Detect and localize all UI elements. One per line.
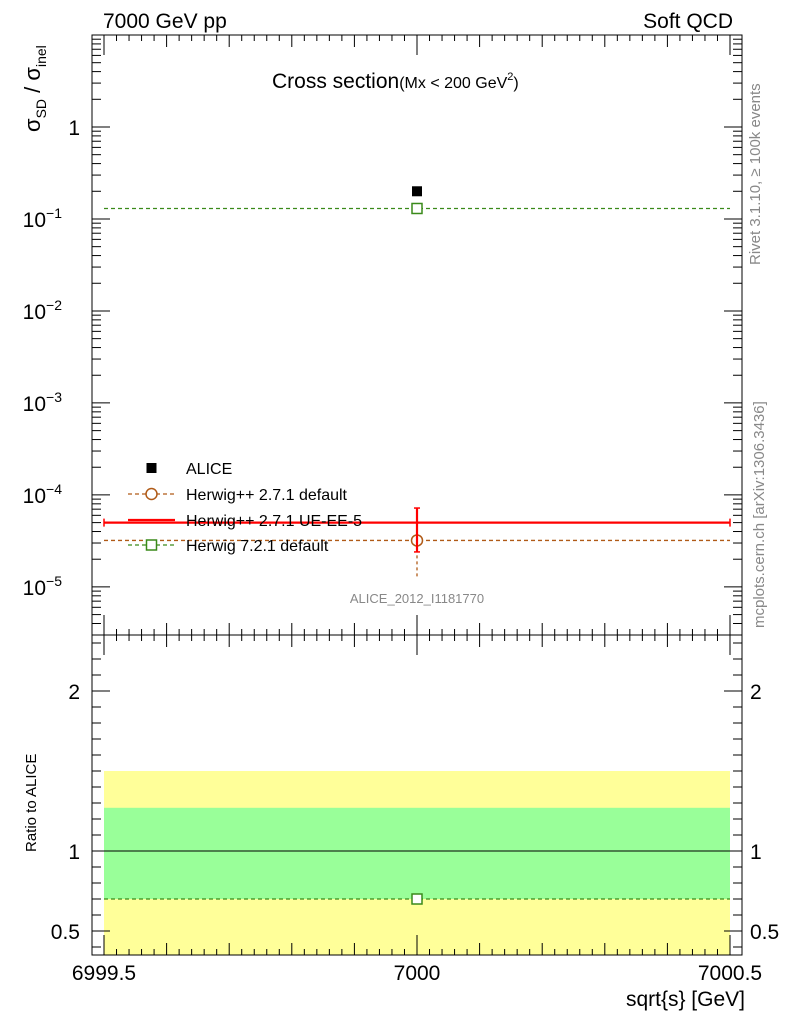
y-tick-label: 10−5 <box>23 573 63 600</box>
y-tick-label: 10−1 <box>23 205 63 232</box>
main-ylabel-mid: / σ <box>20 67 45 99</box>
legend: ALICE Herwig++ 2.7.1 default Herwig++ 2.7.… <box>128 461 362 555</box>
y-tick-label-base: 10 <box>23 209 46 232</box>
y-tick-label: 10−2 <box>23 297 63 324</box>
y-tick-label: 10−4 <box>23 481 63 508</box>
main-title-text: Cross section <box>272 70 399 93</box>
y-tick-label-exp: −2 <box>46 297 62 313</box>
herwig7-default-point <box>411 202 423 215</box>
y-tick-label-exp: −5 <box>46 573 62 589</box>
legend-label: Herwig 7.2.1 default <box>186 538 329 555</box>
main-ylabel-sigma: σ <box>20 118 45 132</box>
ratio-y-tick-label-right: 2 <box>750 681 762 704</box>
main-ylabel-sub1: SD <box>33 99 49 118</box>
main-title-sup: 2 <box>507 71 513 83</box>
alice-data-point <box>412 186 422 197</box>
y-tick-label-exp: −3 <box>46 389 62 405</box>
x-tick-label: 7000 <box>394 962 441 985</box>
y-tick-label: 1 <box>68 117 80 140</box>
ratio-bands <box>104 771 730 955</box>
ratio-y-tick-label-left: 0.5 <box>51 921 80 944</box>
legend-marker-herwigpp-default <box>145 487 158 501</box>
y-tick-label: 10−3 <box>23 389 63 416</box>
legend-label: ALICE <box>186 461 232 478</box>
main-title: Cross section(Mx < 200 GeV2) <box>272 70 519 93</box>
header-left: 7000 GeV pp <box>103 10 227 33</box>
legend-marker-herwig7-default <box>145 539 158 551</box>
mcplots-label: mcplots.cern.ch [arXiv:1306.3436] <box>751 401 768 628</box>
main-title-suffix: (Mx < 200 GeV <box>399 75 507 92</box>
ratio-band-stat <box>104 807 730 899</box>
y-tick-label-base: 10 <box>23 301 46 324</box>
ratio-y-tick-label-right: 0.5 <box>750 921 779 944</box>
main-panel-marks <box>103 186 731 577</box>
ratio-y-tick-label-right: 1 <box>750 841 762 864</box>
legend-label: Herwig++ 2.7.1 UE-EE-5 <box>186 513 362 530</box>
ratio-y-tick-label-left: 2 <box>68 681 80 704</box>
ratio-panel-marks <box>92 850 742 905</box>
x-tick-label: 7000.5 <box>698 962 762 985</box>
main-ylabel: σSD / σinel <box>20 45 49 132</box>
y-tick-label-exp: −1 <box>46 205 62 221</box>
ratio-ylabel: Ratio to ALICE <box>23 754 40 852</box>
y-tick-label-base: 10 <box>23 485 46 508</box>
x-tick-label: 6999.5 <box>72 962 136 985</box>
ratio-y-tick-label-left: 1 <box>68 841 80 864</box>
ratio-herwig7-point <box>411 893 423 905</box>
y-tick-label-base: 10 <box>23 577 46 600</box>
header-right: Soft QCD <box>643 10 733 33</box>
main-title-close: ) <box>513 75 518 92</box>
y-tick-label-base: 10 <box>23 393 46 416</box>
main-ylabel-sub2: inel <box>33 45 49 67</box>
analysis-label: ALICE_2012_I1181770 <box>350 591 484 606</box>
xlabel: sqrt{s} [GeV] <box>626 988 745 1011</box>
y-tick-label-exp: −4 <box>46 481 62 497</box>
legend-marker-alice <box>146 463 157 473</box>
rivet-label: Rivet 3.1.10, ≥ 100k events <box>747 83 764 265</box>
legend-label: Herwig++ 2.7.1 default <box>186 487 348 504</box>
